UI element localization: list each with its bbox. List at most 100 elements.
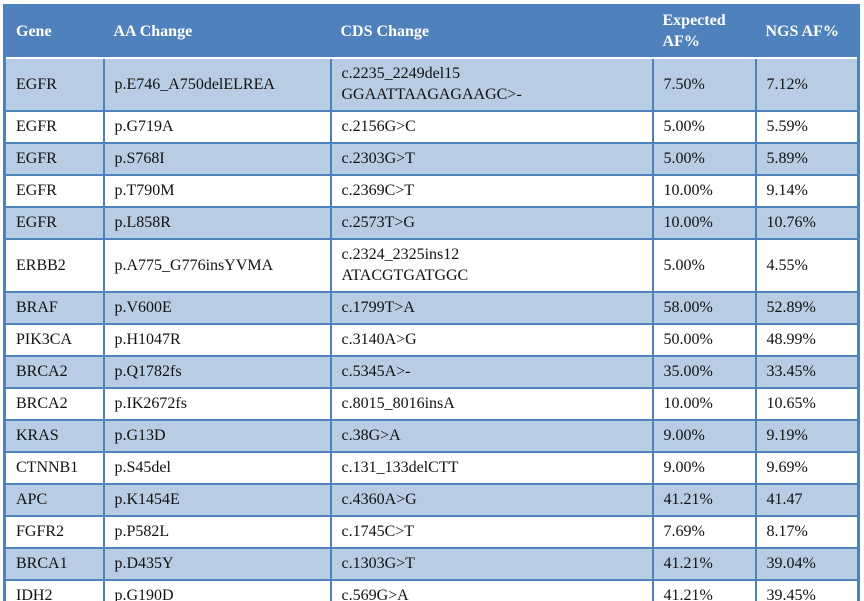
cds-change-cell: c.38G>A — [329, 419, 654, 453]
column-header-ngs: NGS AF% — [755, 5, 859, 59]
gene-cell: EGFR — [3, 206, 105, 240]
ngs-af-cell: 39.45% — [754, 579, 860, 601]
gene-cell: EGFR — [3, 57, 105, 112]
table-row: EGFR p.L858R c.2573T>G 10.00% 10.76% — [3, 206, 860, 240]
table-row: APC p.K1454E c.4360A>G 41.21% 41.47 — [3, 483, 860, 517]
cds-change-cell: c.1745C>T — [329, 515, 654, 549]
variant-frequency-table: Gene AA Change CDS Change Expected AF% N… — [3, 4, 860, 601]
cds-change-cell: c.1799T>A — [329, 291, 654, 325]
ngs-af-cell: 7.12% — [754, 57, 860, 112]
gene-cell: BRCA2 — [3, 355, 105, 389]
cds-change-cell: c.2303G>T — [329, 142, 654, 176]
table-row: KRAS p.G13D c.38G>A 9.00% 9.19% — [3, 419, 860, 453]
ngs-af-cell: 9.14% — [754, 174, 860, 208]
expected-af-cell: 7.50% — [651, 57, 757, 112]
gene-cell: EGFR — [3, 110, 105, 144]
ngs-af-cell: 52.89% — [754, 291, 860, 325]
column-header-expected: Expected AF% — [652, 5, 756, 59]
table-row: IDH2 p.G190D c.569G>A 41.21% 39.45% — [3, 579, 860, 601]
gene-cell: FGFR2 — [3, 515, 105, 549]
table-row: PIK3CA p.H1047R c.3140A>G 50.00% 48.99% — [3, 323, 860, 357]
gene-cell: KRAS — [3, 419, 105, 453]
table-row: EGFR p.T790M c.2369C>T 10.00% 9.14% — [3, 174, 860, 208]
aa-change-cell: p.D435Y — [102, 547, 332, 581]
aa-change-cell: p.G13D — [102, 419, 332, 453]
expected-af-cell: 41.21% — [651, 579, 757, 601]
cds-change-cell: c.5345A>- — [329, 355, 654, 389]
ngs-af-cell: 5.89% — [754, 142, 860, 176]
table-row: BRCA2 p.IK2672fs c.8015_8016insA 10.00% … — [3, 387, 860, 421]
expected-af-cell: 58.00% — [651, 291, 757, 325]
ngs-af-cell: 10.65% — [754, 387, 860, 421]
ngs-af-cell: 9.69% — [754, 451, 860, 485]
cds-change-cell: c.4360A>G — [329, 483, 654, 517]
expected-af-cell: 35.00% — [651, 355, 757, 389]
column-header-cds: CDS Change — [330, 5, 653, 59]
aa-change-cell: p.Q1782fs — [102, 355, 332, 389]
aa-change-cell: p.K1454E — [102, 483, 332, 517]
gene-cell: BRAF — [3, 291, 105, 325]
aa-change-cell: p.H1047R — [102, 323, 332, 357]
expected-af-cell: 50.00% — [651, 323, 757, 357]
ngs-af-cell: 39.04% — [754, 547, 860, 581]
cds-change-cell: c.131_133delCTT — [329, 451, 654, 485]
table-body: EGFR p.E746_A750delELREA c.2235_2249del1… — [3, 57, 860, 601]
expected-af-cell: 41.21% — [651, 483, 757, 517]
table-header: Gene AA Change CDS Change Expected AF% N… — [4, 5, 859, 59]
aa-change-cell: p.L858R — [102, 206, 332, 240]
aa-change-cell: p.S768I — [102, 142, 332, 176]
ngs-af-cell: 10.76% — [754, 206, 860, 240]
table-row: EGFR p.G719A c.2156G>C 5.00% 5.59% — [3, 110, 860, 144]
table-row: ERBB2 p.A775_G776insYVMA c.2324_2325ins1… — [3, 238, 860, 293]
aa-change-cell: p.E746_A750delELREA — [102, 57, 332, 112]
header-row: Gene AA Change CDS Change Expected AF% N… — [4, 5, 859, 59]
gene-cell: PIK3CA — [3, 323, 105, 357]
cds-change-cell: c.2324_2325ins12 ATACGTGATGGC — [329, 238, 654, 293]
gene-cell: APC — [3, 483, 105, 517]
aa-change-cell: p.A775_G776insYVMA — [102, 238, 332, 293]
column-header-gene: Gene — [4, 5, 104, 59]
cds-change-cell: c.3140A>G — [329, 323, 654, 357]
cds-change-cell: c.2235_2249del15 GGAATTAAGAGAAGC>- — [329, 57, 654, 112]
expected-af-cell: 10.00% — [651, 206, 757, 240]
table-row: FGFR2 p.P582L c.1745C>T 7.69% 8.17% — [3, 515, 860, 549]
table-row: EGFR p.S768I c.2303G>T 5.00% 5.89% — [3, 142, 860, 176]
aa-change-cell: p.S45del — [102, 451, 332, 485]
gene-cell: CTNNB1 — [3, 451, 105, 485]
ngs-af-cell: 48.99% — [754, 323, 860, 357]
aa-change-cell: p.G719A — [102, 110, 332, 144]
table-row: CTNNB1 p.S45del c.131_133delCTT 9.00% 9.… — [3, 451, 860, 485]
expected-af-cell: 5.00% — [651, 238, 757, 293]
cds-change-cell: c.1303G>T — [329, 547, 654, 581]
table-row: EGFR p.E746_A750delELREA c.2235_2249del1… — [3, 57, 860, 112]
ngs-af-cell: 4.55% — [754, 238, 860, 293]
aa-change-cell: p.V600E — [102, 291, 332, 325]
aa-change-cell: p.G190D — [102, 579, 332, 601]
expected-af-cell: 5.00% — [651, 142, 757, 176]
gene-cell: ERBB2 — [3, 238, 105, 293]
expected-af-cell: 10.00% — [651, 387, 757, 421]
expected-af-cell: 9.00% — [651, 451, 757, 485]
expected-af-cell: 7.69% — [651, 515, 757, 549]
cds-change-cell: c.2369C>T — [329, 174, 654, 208]
expected-af-cell: 10.00% — [651, 174, 757, 208]
ngs-af-cell: 5.59% — [754, 110, 860, 144]
cds-change-cell: c.8015_8016insA — [329, 387, 654, 421]
ngs-af-cell: 41.47 — [754, 483, 860, 517]
gene-cell: EGFR — [3, 174, 105, 208]
aa-change-cell: p.P582L — [102, 515, 332, 549]
expected-af-cell: 9.00% — [651, 419, 757, 453]
gene-cell: EGFR — [3, 142, 105, 176]
cds-change-cell: c.2573T>G — [329, 206, 654, 240]
table-row: BRCA2 p.Q1782fs c.5345A>- 35.00% 33.45% — [3, 355, 860, 389]
table-row: BRCA1 p.D435Y c.1303G>T 41.21% 39.04% — [3, 547, 860, 581]
gene-cell: BRCA1 — [3, 547, 105, 581]
expected-af-cell: 41.21% — [651, 547, 757, 581]
gene-cell: BRCA2 — [3, 387, 105, 421]
ngs-af-cell: 33.45% — [754, 355, 860, 389]
aa-change-cell: p.T790M — [102, 174, 332, 208]
table-row: BRAF p.V600E c.1799T>A 58.00% 52.89% — [3, 291, 860, 325]
ngs-af-cell: 8.17% — [754, 515, 860, 549]
column-header-aa: AA Change — [103, 5, 331, 59]
